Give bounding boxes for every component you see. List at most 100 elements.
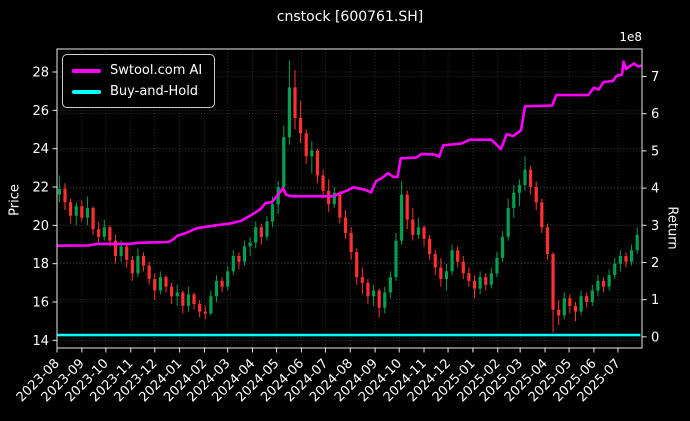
candle-body <box>91 208 95 230</box>
candle-body <box>461 261 465 274</box>
candle-body <box>596 280 600 291</box>
candle-body <box>181 292 185 306</box>
candle-body <box>399 194 404 241</box>
return-tick-label: 2 <box>651 256 659 271</box>
candle-body <box>618 256 622 264</box>
candle-body <box>428 238 432 255</box>
candle-body <box>512 192 516 209</box>
candle-body <box>231 256 235 272</box>
candle-body <box>147 265 151 279</box>
candle-body <box>506 208 510 237</box>
candle-body <box>411 219 415 235</box>
candle-body <box>119 246 123 256</box>
candle-body <box>484 277 488 285</box>
candle-body <box>529 169 533 187</box>
price-tick-label: 24 <box>32 142 49 157</box>
candle-body <box>422 227 426 239</box>
candle-body <box>125 246 129 260</box>
candle-body <box>332 192 336 205</box>
candle-body <box>130 259 134 274</box>
candle-body <box>321 175 325 191</box>
price-tick-label: 26 <box>32 104 49 119</box>
candle-body <box>237 256 241 262</box>
candle-body <box>562 298 566 316</box>
candle-body <box>343 217 348 233</box>
candle-body <box>601 280 606 287</box>
candle-body <box>113 240 118 256</box>
candle-body <box>551 254 555 310</box>
candle-body <box>540 202 544 228</box>
candle-body <box>153 279 157 291</box>
return-tick-label: 3 <box>651 219 659 234</box>
candle-body <box>265 221 269 237</box>
candle-body <box>169 286 174 297</box>
candle-body <box>175 292 179 297</box>
candle-body <box>467 273 471 281</box>
ai-line-swatch <box>72 68 101 73</box>
candle-body <box>450 250 454 272</box>
buyhold-line-label: Buy-and-Hold <box>110 84 199 99</box>
candle-body <box>607 275 611 287</box>
price-tick-label: 28 <box>32 66 49 81</box>
candle-body <box>377 290 381 308</box>
candle-body <box>192 294 196 304</box>
ai-line-label: Swtool.com AI <box>110 63 203 78</box>
candle-body <box>69 202 73 216</box>
candle-body <box>635 234 639 251</box>
candle-body <box>579 296 583 312</box>
candle-body <box>388 277 392 293</box>
buyhold-line-swatch <box>72 89 101 94</box>
candle-body <box>478 277 482 289</box>
ai-return-line <box>56 60 642 247</box>
candle-body <box>254 227 258 243</box>
candle-body <box>573 305 578 312</box>
candle-body <box>315 150 320 176</box>
candle-body <box>248 242 252 247</box>
candle-body <box>136 256 140 274</box>
candle-body <box>613 263 617 276</box>
candle-body <box>299 118 303 134</box>
candle-body <box>394 240 398 278</box>
candle-body <box>226 271 230 287</box>
candle-body <box>220 280 224 287</box>
return-tick-label: 4 <box>651 182 659 197</box>
candle-body <box>590 290 594 302</box>
candle-body <box>568 298 572 306</box>
candle-body <box>360 277 364 283</box>
candle-body <box>489 273 493 285</box>
candle-body <box>500 236 505 258</box>
candle-body <box>259 227 263 237</box>
plot-border <box>56 48 643 349</box>
candle-body <box>214 280 219 297</box>
candle-body <box>517 185 521 193</box>
price-tick-label: 20 <box>32 219 49 234</box>
candle-body <box>534 187 538 203</box>
candle-body <box>63 188 67 203</box>
candle-body <box>209 296 213 314</box>
return-tick-label: 7 <box>651 70 659 85</box>
candle-body <box>80 206 84 218</box>
candle-body <box>270 204 275 222</box>
candle-body <box>629 250 634 262</box>
candle-body <box>282 137 286 187</box>
candle-body <box>198 303 202 312</box>
price-tick-label: 18 <box>32 257 49 272</box>
candle-body <box>585 296 589 302</box>
legend: Swtool.com AI Buy-and-Hold <box>62 54 216 108</box>
return-tick-label: 6 <box>651 107 659 122</box>
return-tick-label: 0 <box>651 330 659 345</box>
candle-body <box>416 227 421 235</box>
candle-body <box>371 290 376 297</box>
candle-body <box>102 227 106 237</box>
candle-body <box>557 309 561 316</box>
return-axis-label: Return <box>664 206 680 250</box>
candle-body <box>366 282 370 297</box>
candle-body <box>186 294 191 306</box>
candle-body <box>523 169 527 186</box>
candle-body <box>158 277 162 291</box>
candle-body <box>355 252 359 278</box>
candle-body <box>495 257 499 274</box>
candle-body <box>203 311 207 314</box>
